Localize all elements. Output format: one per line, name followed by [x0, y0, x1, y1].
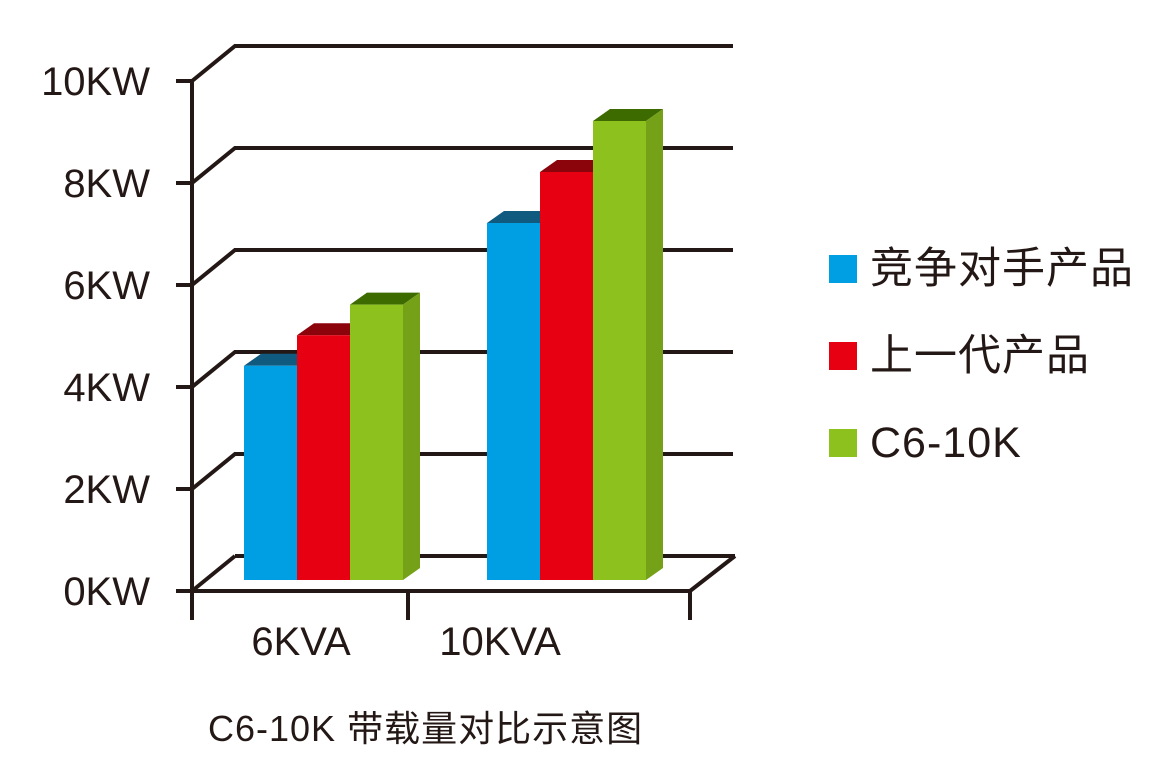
bar-top-6KVA-0 — [244, 353, 314, 366]
gridline-4KW — [176, 350, 733, 389]
bar-10KVA-series-0 — [487, 223, 540, 580]
legend-swatch-previous-gen — [829, 342, 857, 370]
bar-top-10KVA-0 — [487, 211, 557, 223]
legend-label-competitor: 竞争对手产品 — [870, 245, 1134, 293]
y-tick-label-6KW: 6KW — [63, 264, 150, 308]
gridline-10KW — [176, 44, 733, 83]
bar-top-10KVA-1 — [540, 160, 610, 172]
bar-10KVA-series-1 — [540, 172, 593, 580]
chart-legend: 竞争对手产品 上一代产品 C6-10K — [829, 246, 1134, 466]
bar-top-6KVA-2 — [350, 292, 420, 305]
y-tick-label-4KW: 4KW — [63, 366, 150, 410]
legend-swatch-c6-10k — [829, 429, 857, 457]
y-tick-label-2KW: 2KW — [63, 468, 150, 512]
bar-side-6KVA-2 — [403, 292, 420, 580]
y-tick-label-10KW: 10KW — [41, 60, 150, 104]
legend-swatch-competitor — [829, 255, 857, 283]
bar-6KVA-series-2 — [350, 304, 403, 580]
y-tick-label-8KW: 8KW — [63, 162, 150, 206]
gridline-6KW — [176, 248, 733, 287]
gridline-8KW — [176, 146, 733, 185]
legend-item-competitor: 竞争对手产品 — [829, 246, 1134, 292]
x-label-6KVA: 6KVA — [251, 620, 351, 664]
bar-6KVA-series-1 — [297, 335, 350, 580]
bar-10KVA-series-2 — [593, 121, 646, 580]
floor-left-diagonal — [190, 554, 237, 593]
y-tick-label-0KW: 0KW — [63, 570, 150, 614]
legend-label-c6-10k: C6-10K — [870, 419, 1022, 467]
chart-title: C6-10K 带载量对比示意图 — [208, 708, 644, 749]
bar-6KVA-series-0 — [244, 365, 297, 580]
bar-side-10KVA-2 — [646, 109, 663, 580]
bar-top-10KVA-2 — [593, 109, 663, 121]
legend-item-c6-10k: C6-10K — [829, 420, 1134, 466]
bar-top-6KVA-1 — [297, 323, 367, 336]
legend-label-previous-gen: 上一代产品 — [870, 332, 1090, 380]
x-label-10KVA: 10KVA — [439, 620, 561, 664]
legend-item-previous-gen: 上一代产品 — [829, 333, 1134, 379]
gridline-2KW — [176, 452, 733, 491]
floor-right-diagonal — [688, 554, 737, 593]
